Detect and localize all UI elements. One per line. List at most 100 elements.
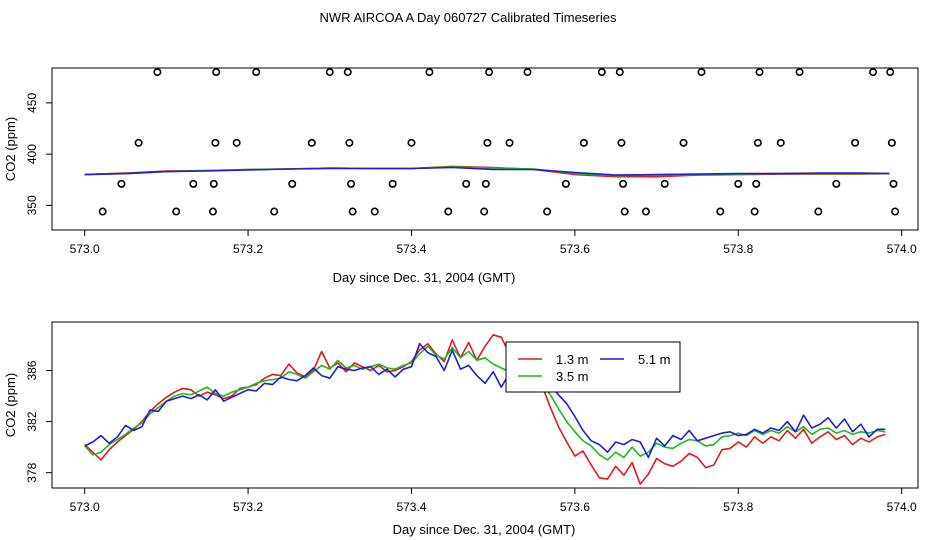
legend-label-3-5m: 3.5 m: [556, 369, 589, 384]
outlier-point: [153, 68, 162, 77]
x-tick-label: 574.0: [887, 242, 917, 256]
outlier-point: [776, 138, 785, 147]
outlier-point: [597, 68, 606, 77]
legend-label-1-3m: 1.3 m: [556, 352, 589, 367]
x-axis-label: Day since Dec. 31, 2004 (GMT): [333, 270, 516, 285]
outlier-point: [252, 68, 261, 77]
x-tick-label: 574.0: [887, 500, 917, 514]
outlier-point: [716, 207, 725, 216]
figure-title: NWR AIRCOA A Day 060727 Calibrated Times…: [320, 10, 617, 25]
x-tick-label: 573.4: [396, 500, 426, 514]
outlier-point: [407, 138, 416, 147]
outlier-point: [348, 207, 357, 216]
series-line-1-3-m: [84, 333, 886, 486]
outlier-point: [307, 138, 316, 147]
legend: 1.3 m 3.5 m 5.1 m: [505, 341, 681, 393]
outlier-point: [543, 207, 552, 216]
outlier-point: [98, 207, 107, 216]
outlier-point: [561, 179, 570, 188]
series-line-5-1-m: [84, 342, 886, 459]
outlier-point: [325, 68, 334, 77]
y-tick-label: 400: [25, 144, 39, 164]
outlier-point: [617, 138, 626, 147]
outlier-point: [869, 68, 878, 77]
outlier-point: [752, 179, 761, 188]
outlier-point: [891, 207, 900, 216]
outlier-point: [615, 68, 624, 77]
outlier-point: [851, 138, 860, 147]
outlier-point: [483, 138, 492, 147]
outlier-points: [98, 68, 900, 216]
series-line-2: [84, 166, 890, 176]
outlier-point: [345, 138, 354, 147]
outlier-point: [887, 138, 896, 147]
outlier-point: [750, 207, 759, 216]
y-tick-label: 350: [25, 195, 39, 215]
outlier-point: [660, 179, 669, 188]
outlier-point: [481, 179, 490, 188]
outlier-point: [619, 179, 628, 188]
outlier-point: [288, 179, 297, 188]
outlier-point: [523, 68, 532, 77]
top-panel: 573.0 573.2 573.4 573.6 573.8 574.0350400450 …: [3, 67, 919, 285]
x-tick-label: 573.2: [233, 242, 263, 256]
series-line-3-5-m: [84, 345, 886, 461]
outlier-point: [814, 207, 823, 216]
bottom-panel: 573.0 573.2 573.4 573.6 573.8 574.0378382386 …: [3, 321, 919, 537]
outlier-point: [388, 179, 397, 188]
outlier-point: [886, 68, 895, 77]
outlier-point: [270, 207, 279, 216]
outlier-point: [697, 68, 706, 77]
outlier-point: [189, 179, 198, 188]
outlier-point: [211, 138, 220, 147]
outlier-point: [755, 68, 764, 77]
outlier-point: [505, 138, 514, 147]
outlier-point: [212, 68, 221, 77]
outlier-point: [462, 179, 471, 188]
x-tick-label: 573.8: [723, 242, 753, 256]
y-tick-label: 450: [25, 93, 39, 113]
x-tick-label: 573.2: [233, 500, 263, 514]
x-tick-label: 573.0: [70, 242, 100, 256]
y-tick-label: 378: [25, 462, 39, 482]
legend-box: [505, 341, 681, 393]
outlier-point: [795, 68, 804, 77]
x-tick-label: 573.6: [560, 242, 590, 256]
x-tick-label: 573.0: [70, 500, 100, 514]
outlier-point: [444, 207, 453, 216]
axis-ticks: 573.0 573.2 573.4 573.6 573.8 574.0 350 400 450: [25, 93, 917, 256]
y-axis-label: CO2 (ppm): [3, 117, 18, 181]
outlier-point: [209, 179, 218, 188]
outlier-point: [480, 207, 489, 216]
outlier-point: [679, 138, 688, 147]
series-lines: [84, 333, 886, 486]
outlier-point: [172, 207, 181, 216]
outlier-point: [641, 207, 650, 216]
series-lines: [84, 165, 890, 178]
outlier-point: [734, 179, 743, 188]
plot-frame: [51, 67, 919, 231]
outlier-point: [889, 179, 898, 188]
legend-label-5-1m: 5.1 m: [638, 352, 671, 367]
outlier-point: [832, 179, 841, 188]
axis-ticks: 573.0 573.2 573.4 573.6 573.8 574.0 378 382 386: [25, 360, 917, 514]
x-tick-label: 573.4: [396, 242, 426, 256]
outlier-point: [232, 138, 241, 147]
outlier-point: [347, 179, 356, 188]
outlier-point: [343, 68, 352, 77]
x-axis-label: Day since Dec. 31, 2004 (GMT): [393, 522, 576, 537]
outlier-point: [579, 138, 588, 147]
x-tick-label: 573.8: [723, 500, 753, 514]
outlier-point: [753, 138, 762, 147]
outlier-point: [425, 68, 434, 77]
y-tick-label: 382: [25, 411, 39, 431]
outlier-point: [485, 68, 494, 77]
x-tick-label: 573.6: [560, 500, 590, 514]
outlier-point: [134, 138, 143, 147]
plot-frame: [51, 321, 919, 489]
outlier-point: [620, 207, 629, 216]
y-axis-label: CO2 (ppm): [3, 373, 18, 437]
y-tick-label: 386: [25, 360, 39, 380]
outlier-point: [370, 207, 379, 216]
